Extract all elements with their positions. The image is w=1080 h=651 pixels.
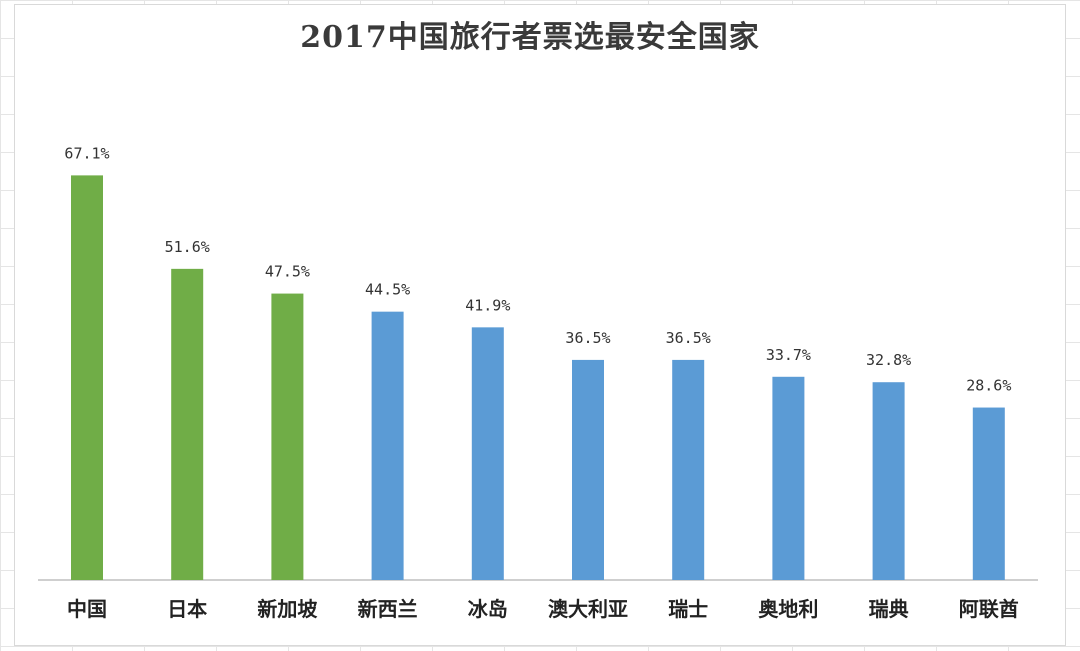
category-label: 冰岛 (468, 597, 508, 621)
data-label: 33.7% (766, 346, 811, 364)
category-label: 瑞典 (869, 597, 909, 621)
category-label: 新西兰 (358, 597, 418, 621)
category-label: 新加坡 (257, 597, 318, 621)
chart-title: 2017中国旅行者票选最安全国家 (300, 20, 760, 55)
category-label: 瑞士 (668, 597, 708, 621)
bar (772, 376, 805, 580)
category-label: 日本 (167, 597, 207, 621)
bar (672, 359, 705, 580)
data-label: 44.5% (365, 281, 410, 299)
category-label: 阿联酋 (959, 597, 1019, 621)
bar (371, 311, 404, 580)
bar (171, 268, 204, 580)
data-label: 28.6% (966, 377, 1011, 395)
data-label: 36.5% (565, 329, 610, 347)
category-label: 奥地利 (758, 597, 818, 621)
data-label: 51.6% (165, 238, 210, 256)
bar (872, 382, 905, 580)
data-label: 47.5% (265, 263, 310, 281)
bar (271, 293, 304, 580)
data-label: 41.9% (465, 296, 510, 314)
data-label: 67.1% (64, 144, 109, 162)
bar (572, 359, 604, 580)
bar (71, 175, 103, 580)
category-label: 澳大利亚 (548, 597, 628, 621)
category-label: 中国 (67, 597, 107, 621)
bar (471, 327, 504, 580)
data-label: 32.8% (866, 351, 911, 369)
bar (972, 407, 1005, 580)
data-label: 36.5% (666, 329, 711, 347)
